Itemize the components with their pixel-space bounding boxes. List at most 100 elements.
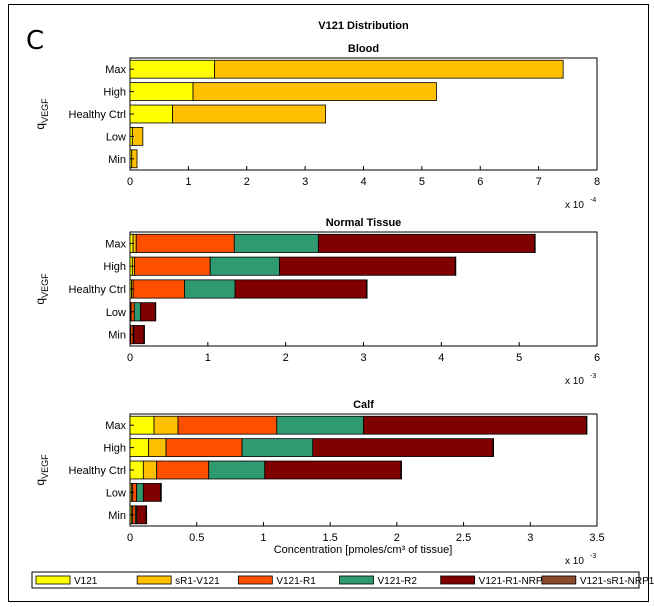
legend-label: sR1-V121	[175, 576, 220, 587]
y-tick-label: High	[103, 443, 126, 455]
bar-segment	[209, 256, 280, 276]
x-tick-label: 4	[360, 176, 366, 188]
x-multiplier: x 10	[565, 376, 584, 387]
x-tick-label: 1	[205, 352, 211, 364]
legend-label: V121-sR1-NRP1	[580, 576, 654, 587]
x-tick-label: 0.5	[189, 532, 204, 544]
x-tick-label: 6	[594, 352, 600, 364]
chart-title: Normal Tissue	[326, 217, 402, 229]
y-tick-label: Healthy Ctrl	[69, 284, 126, 296]
x-tick-label: 1	[260, 532, 266, 544]
y-tick-label: Min	[108, 154, 126, 166]
bar-segment	[276, 415, 364, 435]
bar-segment	[154, 302, 157, 322]
chart-title: Calf	[353, 399, 374, 411]
bar-segment	[148, 438, 167, 457]
x-tick-label: 5	[419, 176, 425, 188]
bar-segment	[192, 82, 437, 101]
bar-segment	[153, 415, 179, 435]
legend-swatch	[339, 575, 374, 585]
bar-segment	[143, 325, 145, 345]
y-axis-label: qVEGF	[33, 273, 50, 305]
x-tick-label: 0	[127, 176, 133, 188]
x-tick-label: 3	[527, 532, 533, 544]
bar-segment	[366, 279, 368, 299]
x-tick-label: 3	[360, 352, 366, 364]
bar-segment	[133, 302, 141, 322]
y-tick-label: High	[103, 87, 126, 99]
x-multiplier-exponent: -3	[590, 373, 596, 380]
bar-segment	[214, 59, 564, 79]
bar-segment	[132, 279, 185, 299]
y-tick-label: Max	[105, 64, 126, 76]
chart-title: V121 Distribution	[318, 20, 409, 32]
bar-segment	[264, 460, 402, 480]
bar-segment	[172, 104, 326, 124]
x-tick-label: 1.5	[322, 532, 337, 544]
legend-box	[31, 571, 640, 589]
bar-segment	[534, 233, 536, 253]
legend-label: V121-R2	[378, 576, 418, 587]
bar-segment	[136, 505, 147, 525]
x-tick-label: 6	[477, 176, 483, 188]
bar-segment	[134, 256, 211, 276]
legend-label: V121-R1	[276, 576, 316, 587]
legend-swatch	[35, 575, 71, 585]
x-multiplier-exponent: -4	[590, 197, 596, 204]
bar-segment	[454, 256, 457, 276]
y-tick-label: Max	[105, 420, 126, 432]
x-tick-label: 0	[127, 352, 133, 364]
bar-segment	[184, 279, 236, 299]
bar-segment	[129, 59, 216, 79]
x-tick-label: 2.5	[456, 532, 471, 544]
bar-segment	[585, 415, 588, 435]
y-tick-label: Healthy Ctrl	[69, 465, 126, 477]
x-tick-label: 2	[244, 176, 250, 188]
x-axis-label: Concentration [pmoles/cm³ of tissue]	[274, 544, 453, 556]
bar-segment	[177, 415, 278, 435]
y-tick-label: Max	[105, 238, 126, 250]
panel-letter: C	[26, 26, 45, 56]
x-tick-label: 8	[594, 176, 600, 188]
x-tick-label: 2	[283, 352, 289, 364]
y-axis-label: qVEGF	[33, 454, 50, 486]
legend-label: V121	[74, 576, 98, 587]
bar-segment	[135, 233, 235, 253]
y-tick-label: High	[103, 261, 126, 273]
y-tick-label: Min	[108, 330, 126, 342]
bar-segment	[156, 460, 210, 480]
x-tick-label: 3	[302, 176, 308, 188]
bar-segment	[136, 483, 144, 502]
bar-segment	[233, 233, 319, 253]
legend-label: V121-R1-NRP1	[479, 576, 549, 587]
y-tick-label: Low	[106, 131, 126, 143]
bar-segment	[317, 233, 536, 253]
bar-segment	[241, 438, 314, 457]
y-tick-label: Healthy Ctrl	[69, 109, 126, 121]
x-tick-label: 1	[185, 176, 191, 188]
y-tick-label: Min	[108, 510, 126, 522]
bar-segment	[234, 279, 368, 299]
x-tick-label: 2	[394, 532, 400, 544]
bar-segment	[129, 104, 174, 124]
x-multiplier-exponent: -3	[590, 553, 596, 560]
bar-segment	[363, 415, 587, 435]
chart-subtitle: Blood	[348, 43, 379, 55]
legend-swatch	[541, 575, 577, 585]
x-tick-label: 7	[536, 176, 542, 188]
figure-frame	[8, 4, 649, 602]
bar-segment	[400, 460, 402, 480]
bar-segment	[279, 256, 456, 276]
bar-segment	[160, 483, 162, 502]
x-tick-label: 0	[127, 532, 133, 544]
x-multiplier: x 10	[565, 556, 584, 567]
bar-segment	[140, 302, 156, 322]
bar-segment	[145, 505, 148, 525]
bar-segment	[142, 483, 162, 502]
legend-swatch	[440, 575, 476, 585]
x-tick-label: 4	[438, 352, 444, 364]
y-tick-label: Low	[106, 487, 126, 499]
y-axis-label: qVEGF	[33, 98, 50, 130]
bar-segment	[208, 460, 266, 480]
